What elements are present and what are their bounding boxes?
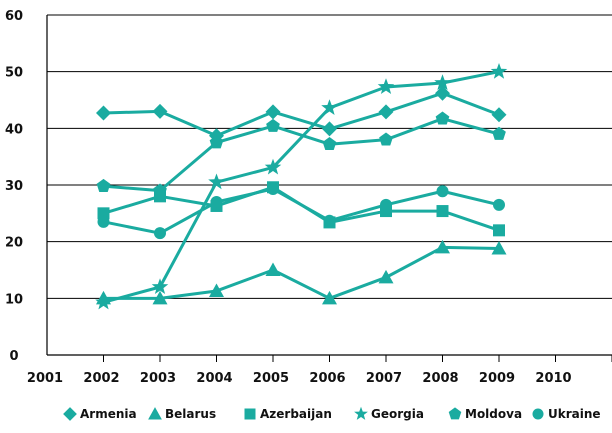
y-tick-label: 40 (5, 122, 23, 137)
data-point-armenia (322, 121, 337, 137)
x-tick-label: 2001 (27, 371, 63, 386)
data-point-belarus (265, 262, 281, 276)
legend-label-belarus: Belarus (165, 407, 216, 421)
legend-marker-ukraine (532, 408, 544, 420)
series-line-moldova (103, 117, 500, 193)
series-moldova (96, 111, 506, 197)
x-tick-label: 2009 (479, 371, 515, 386)
series-line-belarus (103, 245, 500, 300)
data-point-ukraine (323, 214, 336, 227)
legend: Armenia Belarus Azerbaijan Georgia Moldova Uk… (63, 406, 601, 421)
series-line-ukraine (103, 187, 500, 235)
legend-marker-armenia (63, 407, 77, 421)
data-point-belarus (491, 240, 507, 255)
data-point-georgia (490, 62, 508, 79)
x-tick-label: 2010 (535, 371, 571, 386)
legend-item-ukraine: Ukraine (532, 407, 601, 421)
x-tick-label: 2008 (422, 371, 458, 386)
data-point-moldova (209, 135, 224, 149)
y-tick-label: 50 (5, 66, 23, 81)
data-point-armenia (152, 103, 168, 119)
data-point-belarus (152, 290, 168, 305)
data-point-georgia (208, 173, 225, 190)
data-point-georgia (434, 74, 451, 91)
series-ukraine (97, 182, 505, 240)
data-point-armenia (491, 107, 507, 123)
data-point-armenia (96, 105, 111, 121)
data-point-georgia (264, 158, 282, 175)
data-point-azerbaijan (436, 205, 449, 218)
data-point-ukraine (436, 185, 449, 198)
legend-item-azerbaijan: Azerbaijan (244, 407, 332, 421)
series-georgia (95, 62, 508, 310)
legend-label-moldova: Moldova (465, 407, 522, 421)
series-line-georgia (103, 70, 500, 304)
data-point-georgia (321, 99, 338, 115)
data-point-belarus (322, 290, 337, 305)
x-tick-label: 2005 (253, 371, 289, 386)
data-point-moldova (322, 137, 337, 151)
data-point-armenia (378, 104, 394, 120)
data-point-belarus (378, 269, 394, 284)
series-line-armenia (103, 91, 500, 138)
legend-item-armenia: Armenia (63, 407, 137, 421)
data-point-belarus (435, 239, 450, 254)
legend-label-ukraine: Ukraine (548, 407, 601, 421)
gridlines (47, 14, 612, 299)
x-tick-label: 2002 (83, 371, 119, 386)
data-point-armenia (265, 104, 281, 120)
data-point-moldova (492, 126, 506, 140)
x-tick-label: 2006 (309, 371, 345, 386)
y-tick-label: 30 (5, 179, 23, 194)
data-point-moldova (266, 118, 280, 132)
legend-label-georgia: Georgia (371, 407, 424, 421)
data-point-ukraine (97, 215, 110, 228)
y-tick-label: 0 (9, 349, 18, 364)
x-tick-label: 2003 (140, 371, 176, 386)
legend-label-armenia: Armenia (80, 407, 137, 421)
data-point-ukraine (380, 198, 392, 211)
y-tick-label: 10 (5, 292, 23, 307)
legend-marker-belarus (148, 407, 162, 420)
series-belarus (96, 239, 507, 305)
data-point-moldova (153, 183, 167, 197)
y-tick-label: 60 (5, 9, 23, 24)
legend-item-georgia: Georgia (354, 406, 424, 421)
y-tick-label: 20 (5, 236, 23, 251)
data-point-ukraine (493, 198, 505, 211)
legend-marker-azerbaijan (244, 408, 256, 420)
data-point-georgia (95, 293, 112, 310)
x-tick-label: 2007 (366, 371, 402, 386)
data-point-ukraine (210, 196, 223, 208)
legend-item-moldova: Moldova (448, 407, 522, 421)
legend-marker-georgia (354, 406, 368, 420)
data-point-ukraine (154, 227, 166, 240)
data-point-belarus (209, 283, 224, 297)
legend-item-belarus: Belarus (148, 407, 216, 421)
data-point-azerbaijan (493, 224, 505, 237)
data-point-armenia (435, 85, 450, 101)
data-point-azerbaijan (97, 207, 110, 220)
legend-label-azerbaijan: Azerbaijan (260, 407, 332, 421)
data-point-georgia (151, 278, 169, 295)
data-point-ukraine (267, 182, 279, 195)
legend-marker-moldova (448, 407, 462, 420)
x-tick-label: 2004 (196, 371, 232, 386)
data-point-georgia (377, 78, 395, 95)
data-point-moldova (435, 111, 450, 125)
data-point-moldova (96, 178, 111, 192)
data-point-moldova (379, 132, 393, 146)
